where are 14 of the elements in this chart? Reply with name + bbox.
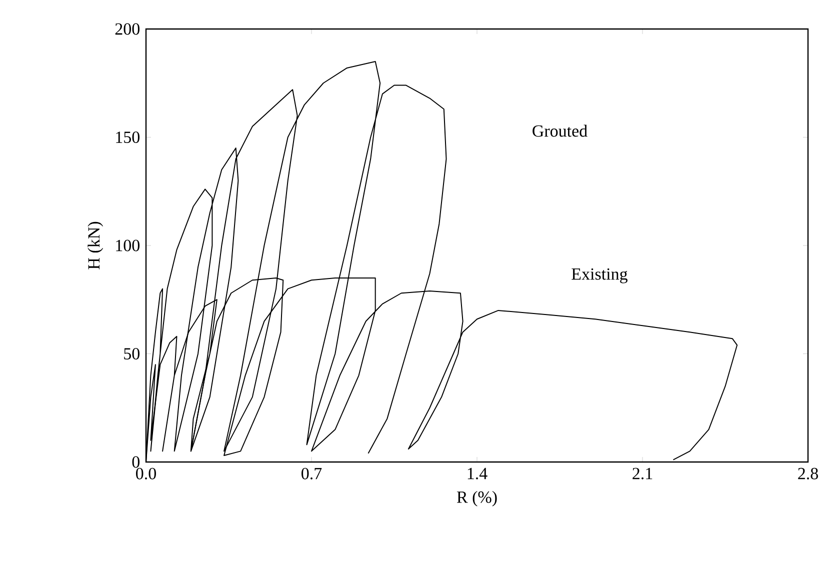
x-tick-label: 1.4 [468,468,488,480]
x-tick-label: 2.1 [632,468,652,480]
y-axis-title: H (kN) [88,222,104,270]
y-tick-label: 0 [132,456,140,468]
x-tick-label: 2.8 [798,468,818,480]
y-tick-label: 200 [115,23,140,35]
y-tick-label: 150 [116,132,140,143]
x-axis-title: R (%) [456,490,497,506]
annotation: Grouted [532,124,588,137]
x-tick-label: 0.7 [302,468,322,480]
y-tick-label: 100 [116,240,140,252]
y-tick-label: 50 [124,348,140,360]
annotation: Existing [572,268,628,284]
x-tick-label: 0.0 [136,468,156,480]
